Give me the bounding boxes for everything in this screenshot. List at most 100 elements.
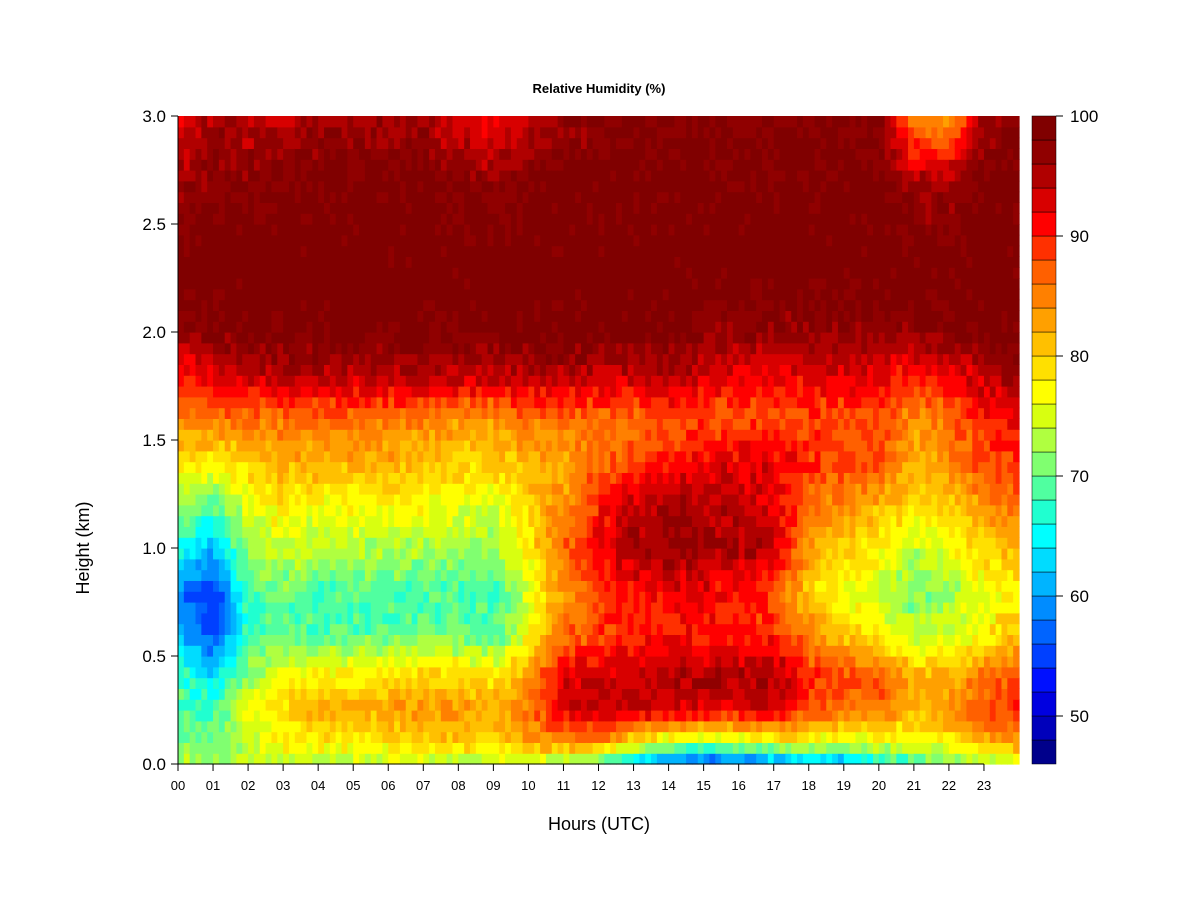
heatmap-cell — [487, 288, 494, 301]
heatmap-cell — [347, 170, 354, 182]
heatmap-cell — [347, 548, 354, 560]
heatmap-cell — [610, 450, 617, 463]
heatmap-cell — [434, 353, 442, 365]
heatmap-cell — [318, 375, 325, 387]
heatmap-cell — [359, 591, 366, 603]
heatmap-cell — [569, 753, 576, 765]
heatmap-cell — [201, 720, 208, 733]
heatmap-cell — [505, 267, 512, 279]
heatmap-cell — [452, 364, 459, 376]
heatmap-cell — [306, 440, 313, 452]
heatmap-cell — [405, 483, 413, 495]
heatmap-cell — [534, 450, 541, 463]
heatmap-cell — [288, 494, 296, 506]
heatmap-cell — [394, 731, 401, 743]
heatmap-cell — [610, 278, 617, 290]
heatmap-cell — [300, 580, 308, 592]
heatmap-cell — [662, 612, 670, 625]
heatmap-cell — [253, 558, 261, 571]
heatmap-cell — [300, 267, 308, 279]
heatmap-cell — [616, 429, 623, 441]
heatmap-cell — [294, 731, 302, 743]
heatmap-cell — [195, 494, 202, 506]
heatmap-cell — [423, 645, 430, 657]
heatmap-cell — [277, 396, 284, 409]
heatmap-cell — [464, 677, 471, 689]
heatmap-cell — [178, 234, 185, 247]
heatmap-cell — [394, 612, 401, 625]
heatmap-cell — [616, 342, 623, 355]
heatmap-cell — [230, 364, 237, 376]
heatmap-cell — [575, 353, 582, 365]
heatmap-cell — [522, 375, 530, 387]
heatmap-cell — [353, 126, 360, 139]
heatmap-cell — [434, 224, 442, 236]
heatmap-cell — [505, 126, 512, 139]
heatmap-cell — [610, 580, 617, 592]
heatmap-cell — [651, 450, 658, 463]
heatmap-cell — [534, 699, 541, 711]
heatmap-cell — [429, 710, 436, 722]
heatmap-cell — [452, 710, 459, 722]
heatmap-cell — [440, 440, 448, 452]
heatmap-cell — [207, 472, 214, 484]
heatmap-cell — [189, 375, 197, 387]
heatmap-cell — [294, 688, 302, 700]
heatmap-cell — [586, 202, 594, 214]
heatmap-cell — [545, 591, 553, 603]
heatmap-cell — [248, 548, 255, 560]
heatmap-cell — [423, 386, 430, 398]
heatmap-cell — [359, 321, 366, 333]
heatmap-cell — [440, 645, 448, 657]
heatmap-cell — [300, 472, 308, 484]
heatmap-cell — [201, 353, 208, 365]
heatmap-cell — [306, 267, 313, 279]
heatmap-cell — [230, 407, 237, 419]
heatmap-cell — [288, 245, 296, 257]
heatmap-cell — [183, 213, 191, 225]
heatmap-cell — [213, 645, 220, 657]
heatmap-cell — [487, 548, 494, 560]
heatmap-cell — [575, 148, 582, 160]
heatmap-cell — [598, 321, 605, 333]
heatmap-cell — [388, 256, 395, 268]
heatmap-cell — [651, 234, 658, 247]
heatmap-cell — [195, 116, 202, 128]
heatmap-cell — [434, 504, 442, 517]
heatmap-cell — [376, 396, 384, 409]
heatmap-cell — [604, 688, 611, 700]
heatmap-cell — [423, 591, 430, 603]
heatmap-cell — [598, 418, 605, 430]
heatmap-cell — [306, 472, 313, 484]
heatmap-cell — [534, 224, 541, 236]
heatmap-cell — [481, 364, 489, 376]
heatmap-cell — [616, 288, 623, 301]
heatmap-cell — [522, 342, 530, 355]
heatmap-cell — [563, 483, 570, 495]
heatmap-cell — [522, 558, 530, 571]
heatmap-cell — [178, 720, 185, 733]
heatmap-cell — [651, 580, 658, 592]
heatmap-cell — [569, 591, 576, 603]
heatmap-cell — [411, 656, 419, 668]
heatmap-cell — [394, 278, 401, 290]
heatmap-cell — [434, 720, 442, 733]
heatmap-cell — [434, 332, 442, 344]
heatmap-cell — [545, 483, 553, 495]
heatmap-cell — [551, 342, 559, 355]
heatmap-cell — [551, 396, 559, 409]
heatmap-cell — [353, 580, 360, 592]
heatmap-cell — [417, 202, 424, 214]
heatmap-cell — [242, 483, 249, 495]
heatmap-cell — [300, 656, 308, 668]
heatmap-cell — [575, 602, 582, 614]
heatmap-cell — [277, 623, 284, 635]
heatmap-cell — [452, 753, 459, 765]
heatmap-cell — [195, 288, 202, 301]
heatmap-cell — [423, 364, 430, 376]
heatmap-cell — [499, 623, 506, 635]
heatmap-cell — [394, 180, 401, 193]
heatmap-cell — [557, 364, 565, 376]
heatmap-cell — [283, 191, 290, 203]
heatmap-cell — [370, 418, 378, 430]
